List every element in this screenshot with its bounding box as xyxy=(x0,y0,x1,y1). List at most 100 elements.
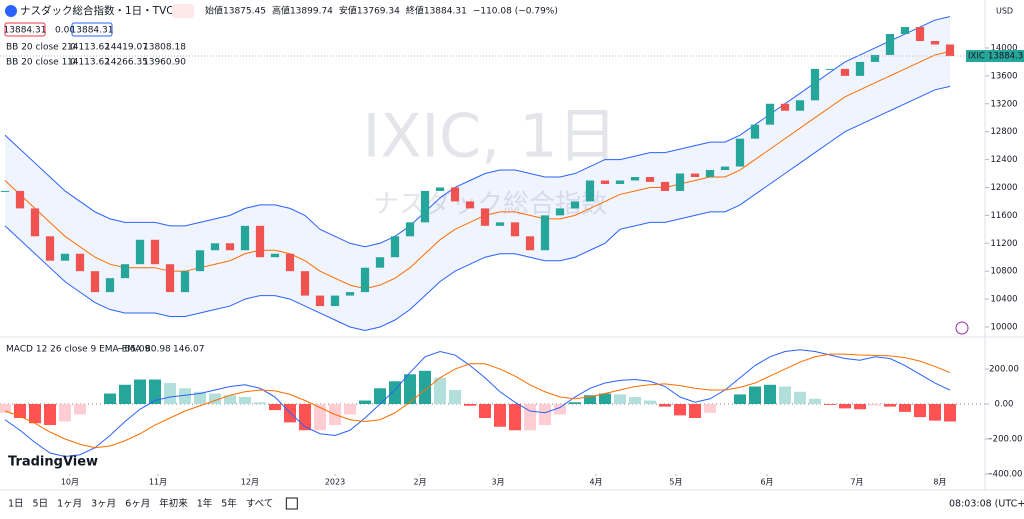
histogram-bar xyxy=(539,404,552,426)
candle xyxy=(945,44,955,57)
histogram-bar xyxy=(133,379,146,405)
y-tick-label: −200.00 xyxy=(986,434,1023,444)
candle xyxy=(510,222,520,237)
range-button[interactable]: すべて xyxy=(246,499,273,510)
candle xyxy=(45,236,55,261)
histogram-bar xyxy=(148,379,161,405)
histogram-bar xyxy=(824,404,837,405)
histogram-bar xyxy=(929,404,942,421)
range-button[interactable]: 1ヶ月 xyxy=(57,499,82,510)
range-button[interactable]: 5日 xyxy=(33,499,49,510)
x-tick-label: 12月 xyxy=(241,478,259,487)
y-tick-label: 12800 xyxy=(990,127,1017,137)
y-tick-label: 200.00 xyxy=(989,365,1019,375)
last-price-box xyxy=(966,50,1024,63)
candle xyxy=(0,190,10,192)
candle xyxy=(765,103,775,125)
histogram-bar xyxy=(58,404,71,422)
candle xyxy=(240,225,250,251)
candle xyxy=(30,208,40,237)
indicator-value: 14419.07 xyxy=(105,43,148,53)
histogram-bar xyxy=(689,404,702,419)
x-tick-label: 2月 xyxy=(414,478,427,487)
histogram-bar xyxy=(854,404,867,410)
indicator-label[interactable]: BB 20 close 1 0 xyxy=(6,58,76,68)
spread[interactable]: 0.00 xyxy=(55,26,75,36)
candle xyxy=(435,187,445,191)
candle xyxy=(885,34,895,55)
candle xyxy=(870,54,880,62)
candle xyxy=(105,278,115,293)
histogram-bar xyxy=(644,400,657,405)
histogram-bar xyxy=(944,404,957,422)
candle xyxy=(480,208,490,226)
x-tick-label: 2023 xyxy=(325,478,345,487)
histogram-bar xyxy=(599,393,612,405)
candle xyxy=(300,271,310,296)
indicator-label[interactable]: MACD 12 26 close 9 EMA EMA xyxy=(6,345,142,355)
histogram-bar xyxy=(403,374,416,405)
histogram-bar xyxy=(208,393,221,405)
candle xyxy=(180,271,190,293)
histogram-bar xyxy=(163,383,176,405)
candle xyxy=(405,222,415,237)
range-button[interactable]: 3ヶ月 xyxy=(91,499,116,510)
histogram-bar xyxy=(178,388,191,405)
range-button[interactable]: 年初来 xyxy=(159,498,188,510)
watermark-title: IXIC, 1日 xyxy=(363,102,618,172)
y-tick-label: 11600 xyxy=(990,211,1017,221)
range-button[interactable]: 6ヶ月 xyxy=(125,499,150,510)
symbol[interactable]: ナスダック総合指数・1日・TVC xyxy=(20,4,174,17)
candle xyxy=(675,173,685,191)
indicator-value: 146.07 xyxy=(173,345,205,355)
x-tick-label: 3月 xyxy=(492,478,505,487)
histogram-bar xyxy=(629,397,642,405)
indicator-label[interactable]: BB 20 close 2 0 xyxy=(6,43,76,53)
price-box[interactable]: 13884.31 xyxy=(71,26,114,36)
indicator-value: 13808.18 xyxy=(143,43,186,53)
candle xyxy=(915,27,925,41)
bb-lower xyxy=(4,85,951,331)
x-tick-label: 5月 xyxy=(669,478,682,487)
x-tick-label: 8月 xyxy=(933,478,946,487)
bb-middle xyxy=(4,50,951,290)
histogram-bar xyxy=(268,404,281,411)
candle xyxy=(90,271,100,293)
x-tick-label: 11月 xyxy=(149,478,167,487)
y-tick-label: 14000 xyxy=(990,43,1017,53)
flag[interactable] xyxy=(172,4,194,18)
header: ナスダック総合指数・1日・TVC 始値13875.45 高値13899.74 安値1… xyxy=(4,4,558,355)
range-button[interactable]: 1年 xyxy=(197,498,213,510)
x-tick-label: 6月 xyxy=(760,478,773,487)
x-tick-label: 7月 xyxy=(850,478,863,487)
histogram-bar xyxy=(223,395,236,405)
histogram-bar xyxy=(0,404,11,413)
histogram-bar xyxy=(674,404,687,416)
candle xyxy=(75,253,85,272)
candle xyxy=(135,239,145,265)
histogram-bar xyxy=(478,404,491,419)
price-box[interactable]: 13884.31 xyxy=(4,26,47,36)
ohlc-value: 終値13884.31 xyxy=(406,5,467,17)
range-button[interactable]: 5年 xyxy=(221,498,237,510)
date-range-icon[interactable] xyxy=(285,497,298,510)
candle xyxy=(60,253,70,261)
histogram-bar xyxy=(193,391,206,405)
range-button[interactable]: 1日 xyxy=(8,499,24,510)
histogram-bar xyxy=(584,395,597,405)
histogram-bar xyxy=(794,391,807,405)
indicator-value: 14266.35 xyxy=(105,58,148,68)
candle xyxy=(375,257,385,268)
candle xyxy=(195,250,205,272)
candle xyxy=(285,253,295,272)
currency[interactable]: USD xyxy=(996,7,1013,16)
ohlc-value: 始値13875.45 xyxy=(205,5,266,17)
histogram-bar xyxy=(448,390,461,405)
bb-upper xyxy=(4,16,951,248)
candle xyxy=(840,68,850,76)
alert-icon[interactable] xyxy=(955,321,969,335)
y-tick-label: −400.00 xyxy=(986,469,1023,479)
histogram-bar xyxy=(103,393,116,405)
candle xyxy=(420,190,430,223)
candle xyxy=(390,236,400,258)
